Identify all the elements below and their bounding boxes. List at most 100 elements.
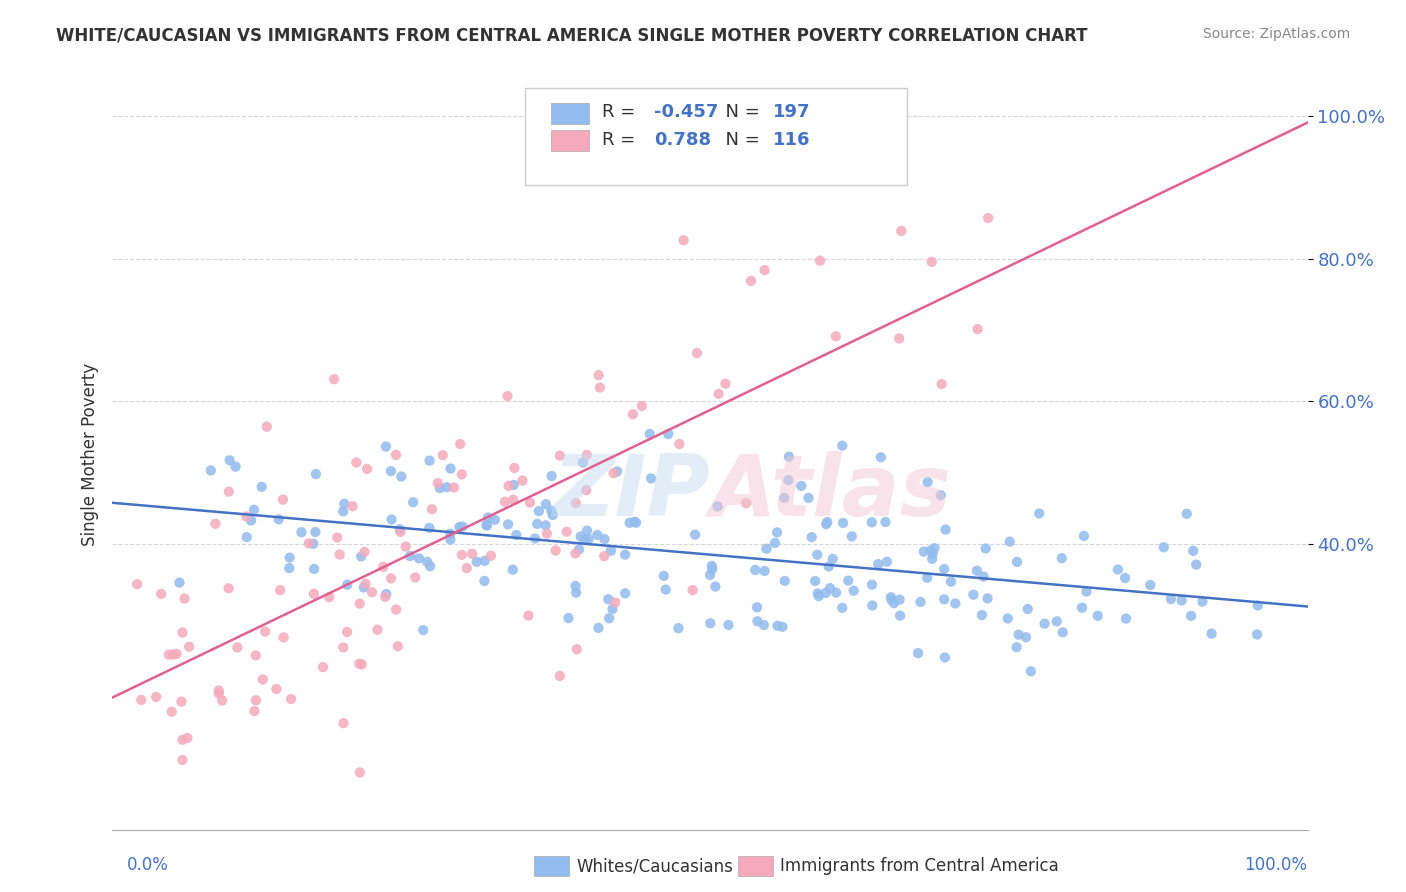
- Point: [541, 508, 564, 522]
- Point: [574, 533, 596, 547]
- Point: [332, 504, 354, 518]
- Point: [129, 693, 152, 707]
- Point: [302, 587, 325, 601]
- Point: [915, 571, 938, 585]
- Point: [1175, 507, 1198, 521]
- Point: [353, 581, 375, 595]
- Point: [267, 512, 290, 526]
- Point: [668, 437, 690, 451]
- Point: [145, 690, 167, 704]
- Point: [418, 521, 440, 535]
- Point: [226, 640, 249, 655]
- Point: [342, 499, 364, 513]
- Point: [527, 504, 550, 518]
- Text: Immigrants from Central America: Immigrants from Central America: [780, 857, 1059, 875]
- Point: [349, 657, 371, 671]
- Point: [934, 650, 956, 665]
- Point: [825, 585, 848, 599]
- Point: [754, 263, 776, 277]
- Point: [876, 555, 898, 569]
- Text: 197: 197: [773, 103, 811, 120]
- Point: [208, 683, 231, 698]
- Point: [461, 547, 484, 561]
- FancyBboxPatch shape: [551, 103, 589, 124]
- Point: [1107, 563, 1129, 577]
- Point: [921, 255, 943, 269]
- Point: [344, 455, 367, 469]
- Point: [494, 494, 516, 508]
- Point: [808, 253, 831, 268]
- Point: [366, 623, 388, 637]
- Point: [1153, 541, 1175, 555]
- Point: [218, 453, 240, 467]
- Text: N =: N =: [714, 131, 765, 149]
- Point: [1005, 555, 1028, 569]
- Point: [557, 611, 579, 625]
- Point: [169, 575, 191, 590]
- Point: [763, 536, 786, 550]
- Text: 0.788: 0.788: [654, 131, 711, 149]
- Text: R =: R =: [603, 131, 641, 149]
- Point: [256, 419, 278, 434]
- Point: [976, 591, 998, 606]
- Point: [373, 559, 395, 574]
- Point: [302, 562, 325, 576]
- Point: [540, 503, 562, 517]
- Point: [304, 524, 326, 539]
- Point: [218, 582, 240, 596]
- Point: [807, 589, 830, 603]
- Point: [804, 574, 827, 588]
- Point: [977, 211, 1000, 225]
- Point: [200, 463, 222, 477]
- Point: [449, 437, 471, 451]
- Point: [204, 516, 226, 531]
- Point: [875, 515, 897, 529]
- Point: [614, 548, 637, 562]
- Point: [172, 753, 194, 767]
- Point: [1028, 507, 1050, 521]
- Point: [502, 478, 524, 492]
- Point: [973, 569, 995, 583]
- Point: [157, 648, 180, 662]
- Point: [349, 597, 371, 611]
- Point: [752, 618, 775, 632]
- Point: [766, 619, 789, 633]
- Point: [860, 516, 883, 530]
- Point: [402, 495, 425, 509]
- Point: [432, 448, 454, 462]
- Point: [575, 448, 598, 462]
- Point: [166, 647, 188, 661]
- Text: 0.0%: 0.0%: [127, 855, 169, 873]
- Point: [797, 491, 820, 505]
- Point: [943, 597, 966, 611]
- Point: [598, 592, 620, 607]
- Point: [806, 548, 828, 562]
- Point: [534, 518, 557, 533]
- Point: [974, 541, 997, 556]
- Point: [572, 455, 595, 469]
- Point: [837, 574, 859, 588]
- Point: [640, 471, 662, 485]
- Point: [173, 591, 195, 606]
- Point: [387, 640, 409, 654]
- Point: [350, 549, 373, 564]
- Point: [474, 554, 496, 568]
- Point: [631, 399, 654, 413]
- Point: [605, 595, 627, 609]
- Text: WHITE/CAUCASIAN VS IMMIGRANTS FROM CENTRAL AMERICA SINGLE MOTHER POVERTY CORRELA: WHITE/CAUCASIAN VS IMMIGRANTS FROM CENTR…: [56, 27, 1088, 45]
- Point: [544, 543, 567, 558]
- Point: [657, 427, 679, 442]
- Point: [235, 509, 257, 524]
- Point: [336, 577, 359, 591]
- Point: [456, 561, 478, 575]
- Point: [1073, 529, 1095, 543]
- Point: [399, 549, 422, 563]
- Point: [1052, 625, 1074, 640]
- Point: [548, 669, 571, 683]
- Point: [1247, 599, 1270, 613]
- Point: [602, 602, 624, 616]
- Point: [243, 704, 266, 718]
- Point: [588, 621, 610, 635]
- Point: [747, 615, 769, 629]
- Point: [778, 473, 800, 487]
